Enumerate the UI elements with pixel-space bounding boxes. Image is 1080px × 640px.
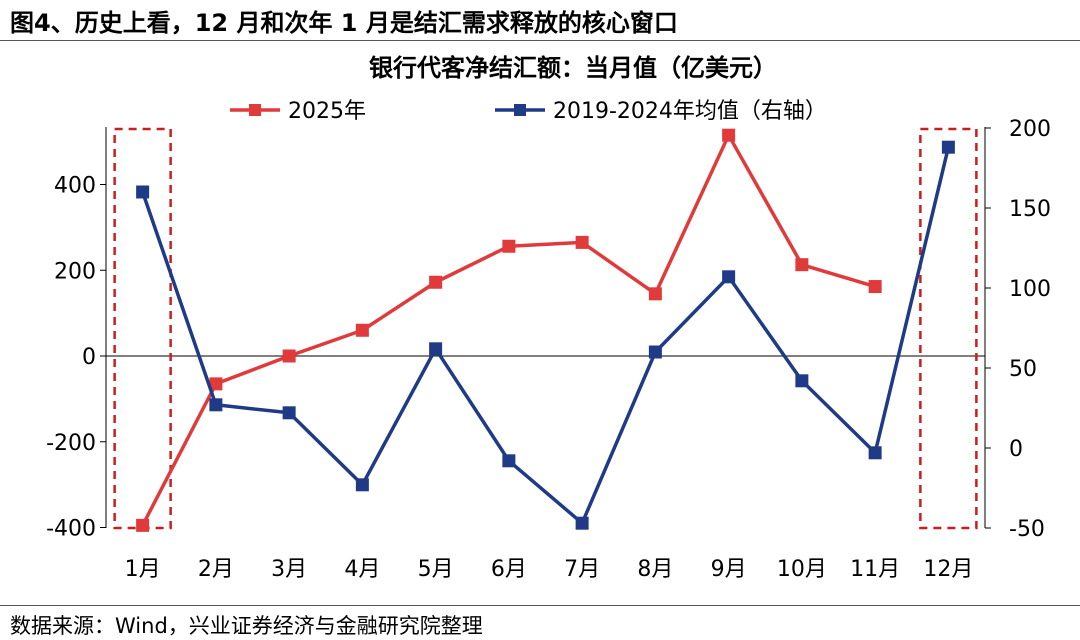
left-tick-label: 200 xyxy=(54,259,96,284)
x-tick-label: 7月 xyxy=(564,557,600,582)
legend-label-1: 2025年 xyxy=(288,99,366,124)
right-tick-label: 50 xyxy=(1009,357,1037,382)
series-2-point xyxy=(941,140,955,154)
x-tick-label: 4月 xyxy=(344,557,380,582)
line-chart: 银行代客净结汇额：当月值（亿美元）2025年 2019-2024年均值（右轴） -4… xyxy=(46,54,1051,582)
right-tick-label: 100 xyxy=(1009,277,1051,302)
series-2-point xyxy=(429,342,443,356)
x-tick-label: 11月 xyxy=(850,557,900,582)
figure-header: 图4、历史上看，12 月和次年 1 月是结汇需求释放的核心窗口 xyxy=(0,0,1080,40)
series-1-point xyxy=(209,377,223,391)
x-tick-label: 12月 xyxy=(923,557,973,582)
series-2-point xyxy=(795,374,809,388)
x-tick-label: 2月 xyxy=(198,557,234,582)
right-tick-label: 200 xyxy=(1009,117,1051,142)
left-tick-label: -200 xyxy=(46,431,96,456)
series-1-point xyxy=(502,239,516,253)
left-tick-label: -400 xyxy=(46,517,96,542)
left-tick-label: 0 xyxy=(82,345,96,370)
footer-rule xyxy=(0,605,1080,606)
x-tick-label: 8月 xyxy=(637,557,673,582)
right-tick-label: -50 xyxy=(1009,517,1045,542)
x-tick-label: 5月 xyxy=(418,557,454,582)
highlight-box-2 xyxy=(919,127,978,530)
series-2-point xyxy=(575,516,589,530)
header-rule xyxy=(0,40,1080,41)
x-tick-label: 6月 xyxy=(491,557,527,582)
series-1-point xyxy=(429,275,443,289)
series-line-2 xyxy=(140,146,951,525)
legend-marker-1 xyxy=(249,104,261,116)
series-2-point xyxy=(209,398,223,412)
series-1-point xyxy=(648,287,662,301)
figure-source: 数据来源：Wind，兴业证券经济与金融研究院整理 xyxy=(10,614,483,638)
legend-label-2: 2019-2024年均值（右轴） xyxy=(553,99,827,124)
right-tick-label: 0 xyxy=(1009,437,1023,462)
series-1-point xyxy=(722,128,736,142)
chart-title: 银行代客净结汇额：当月值（亿美元） xyxy=(369,54,777,82)
series-2-point xyxy=(648,345,662,359)
series-2-point xyxy=(502,454,516,468)
series-1-point xyxy=(795,258,809,272)
series-2-point xyxy=(136,185,150,199)
figure-title: 图4、历史上看，12 月和次年 1 月是结汇需求释放的核心窗口 xyxy=(10,9,678,37)
series-2-point xyxy=(722,270,736,284)
x-tick-label: 3月 xyxy=(271,557,307,582)
x-tick-label: 10月 xyxy=(777,557,827,582)
series-1-point xyxy=(355,323,369,337)
series-2-point xyxy=(355,478,369,492)
series-1-point xyxy=(282,349,296,363)
series-1-point xyxy=(136,518,150,532)
series-2-point xyxy=(868,446,882,460)
left-tick-label: 400 xyxy=(54,174,96,199)
legend-marker-2 xyxy=(514,104,526,116)
x-tick-label: 1月 xyxy=(125,557,161,582)
series-1-point xyxy=(868,280,882,294)
x-tick-label: 9月 xyxy=(711,557,747,582)
series-1-point xyxy=(575,235,589,249)
right-tick-label: 150 xyxy=(1009,197,1051,222)
series-2-point xyxy=(282,406,296,420)
